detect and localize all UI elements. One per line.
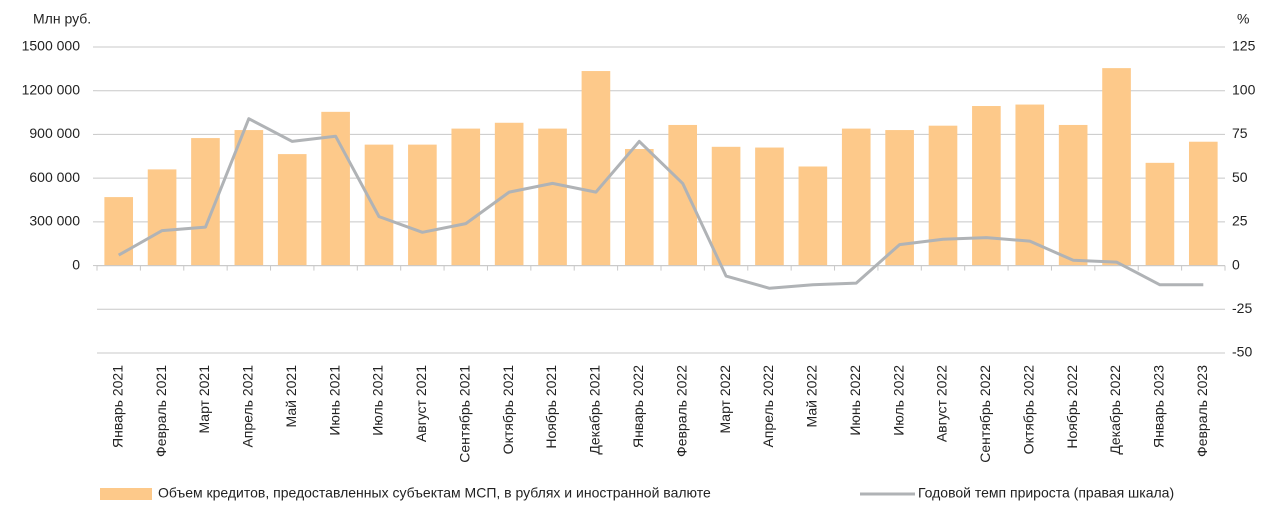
bar	[928, 125, 958, 266]
line	[117, 117, 1204, 290]
y-tick-label: 600 000	[29, 169, 80, 185]
y2-tick-label: 125	[1232, 38, 1256, 54]
y-tick-label: 1200 000	[22, 81, 81, 97]
x-tick-label: Май 2022	[804, 365, 820, 428]
legend-swatch	[100, 488, 152, 500]
y2-tick-label: 100	[1232, 81, 1256, 97]
x-tick-label: Январь 2023	[1151, 365, 1167, 448]
y2-axis-label: %	[1237, 11, 1249, 27]
bar	[668, 124, 698, 266]
x-tick-label: Февраль 2023	[1194, 365, 1210, 457]
x-tick-label: Март 2022	[717, 365, 733, 434]
y2-tick-label: 50	[1232, 169, 1248, 185]
x-tick-label: Май 2021	[283, 365, 299, 428]
bar	[1188, 141, 1218, 266]
y-tick-label: 900 000	[29, 125, 80, 141]
bar	[755, 147, 784, 266]
x-tick-label: Октябрь 2021	[500, 365, 516, 455]
x-tick-label: Август 2022	[934, 365, 950, 442]
bar	[624, 149, 654, 266]
bar	[1145, 162, 1175, 266]
bar	[711, 146, 741, 266]
y2-tick-label: 0	[1232, 256, 1240, 272]
x-tick-label: Январь 2021	[109, 365, 125, 448]
x-tick-label: Март 2021	[196, 365, 212, 434]
bar	[234, 130, 264, 266]
bar	[538, 128, 567, 266]
x-tick-label: Февраль 2022	[673, 365, 689, 457]
bar	[364, 144, 394, 266]
x-tick-label: Август 2021	[413, 365, 429, 442]
y-axis-label: Млн руб.	[33, 11, 91, 27]
x-tick-label: Июль 2021	[370, 365, 386, 436]
bar	[581, 71, 611, 266]
x-tick-label: Апрель 2021	[240, 365, 256, 448]
x-tick-label: Январь 2022	[630, 365, 646, 448]
y-tick-label: 1500 000	[22, 38, 81, 54]
bar	[841, 128, 871, 266]
x-tick-label: Июнь 2022	[847, 365, 863, 436]
legend-label: Объем кредитов, предоставленных субъекта…	[158, 485, 711, 501]
bar	[147, 169, 177, 266]
x-tick-label: Апрель 2022	[760, 365, 776, 448]
x-tick-label: Июль 2022	[890, 365, 906, 436]
x-tick-label: Сентябрь 2021	[456, 365, 472, 463]
x-tick-label: Ноябрь 2022	[1064, 365, 1080, 449]
bar	[104, 197, 134, 266]
bar	[1058, 124, 1088, 266]
x-tick-label: Декабрь 2021	[587, 365, 603, 455]
bar	[1102, 68, 1131, 266]
y2-tick-label: -50	[1232, 344, 1252, 360]
x-tick-label: Ноябрь 2021	[543, 365, 559, 449]
y-tick-label: 0	[72, 256, 80, 272]
y2-tick-label: -25	[1232, 300, 1252, 316]
bar	[408, 144, 437, 266]
x-tick-label: Февраль 2021	[153, 365, 169, 457]
y-tick-label: 300 000	[29, 213, 80, 229]
bar	[277, 154, 307, 266]
bar	[494, 122, 524, 266]
x-tick-label: Октябрь 2022	[1020, 365, 1036, 455]
bar	[1015, 104, 1045, 266]
legend-label: Годовой темп прироста (правая шкала)	[918, 485, 1174, 501]
x-tick-label: Сентябрь 2022	[977, 365, 993, 463]
bar	[972, 106, 1001, 266]
bar	[451, 128, 481, 266]
x-tick-label: Июнь 2021	[326, 365, 342, 436]
y2-tick-label: 75	[1232, 125, 1248, 141]
x-tick-label: Декабрь 2022	[1107, 365, 1123, 455]
y2-tick-label: 25	[1232, 213, 1248, 229]
bar	[798, 166, 828, 266]
